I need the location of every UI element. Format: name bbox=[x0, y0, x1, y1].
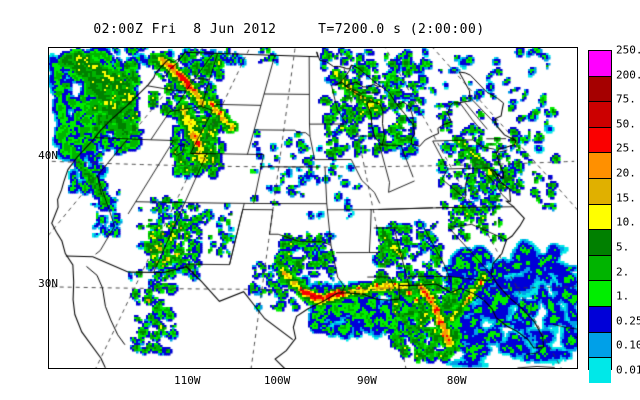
y-axis-tick-30n: 30N bbox=[38, 277, 58, 290]
colorbar-label-2: 75. bbox=[616, 92, 636, 106]
colorbar-label-1: 200. bbox=[616, 68, 640, 82]
colorbar-label-12: 0.10 bbox=[616, 338, 640, 352]
colorbar-band-8 bbox=[589, 255, 611, 282]
colorbar-label-9: 2. bbox=[616, 265, 630, 279]
colorbar-label-8: 5. bbox=[616, 240, 630, 254]
colorbar bbox=[588, 50, 612, 383]
colorbar-band-12 bbox=[589, 358, 611, 383]
colorbar-label-0: 250. bbox=[616, 43, 640, 57]
colorbar-band-3 bbox=[589, 127, 611, 154]
colorbar-band-11 bbox=[589, 332, 611, 359]
x-axis-tick-90w: 90W bbox=[356, 374, 377, 387]
colorbar-label-7: 10. bbox=[616, 215, 636, 229]
colorbar-label-3: 50. bbox=[616, 117, 636, 131]
precipitation-map-canvas bbox=[48, 47, 578, 369]
y-axis-tick-40n: 40N bbox=[38, 149, 58, 162]
x-axis-tick-80w: 80W bbox=[446, 374, 467, 387]
colorbar-band-0 bbox=[589, 51, 611, 77]
colorbar-band-5 bbox=[589, 179, 611, 205]
colorbar-band-4 bbox=[589, 153, 611, 180]
x-axis-tick-110w: 110W bbox=[173, 374, 201, 387]
colorbar-band-9 bbox=[589, 281, 611, 308]
colorbar-band-2 bbox=[589, 102, 611, 128]
colorbar-label-6: 15. bbox=[616, 191, 636, 205]
colorbar-band-6 bbox=[589, 204, 611, 231]
colorbar-label-11: 0.25 bbox=[616, 314, 640, 328]
colorbar-label-4: 25. bbox=[616, 141, 636, 155]
colorbar-band-1 bbox=[589, 76, 611, 103]
colorbar-label-10: 1. bbox=[616, 289, 630, 303]
map-plot-area bbox=[48, 47, 578, 369]
colorbar-band-7 bbox=[589, 230, 611, 256]
colorbar-band-10 bbox=[589, 307, 611, 333]
x-axis-tick-100w: 100W bbox=[263, 374, 291, 387]
colorbar-label-13: 0.01 bbox=[616, 363, 640, 377]
figure-title: 02:00Z Fri 8 Jun 2012 T=7200.0 s (2:00:0… bbox=[93, 22, 485, 37]
colorbar-label-5: 20. bbox=[616, 166, 636, 180]
